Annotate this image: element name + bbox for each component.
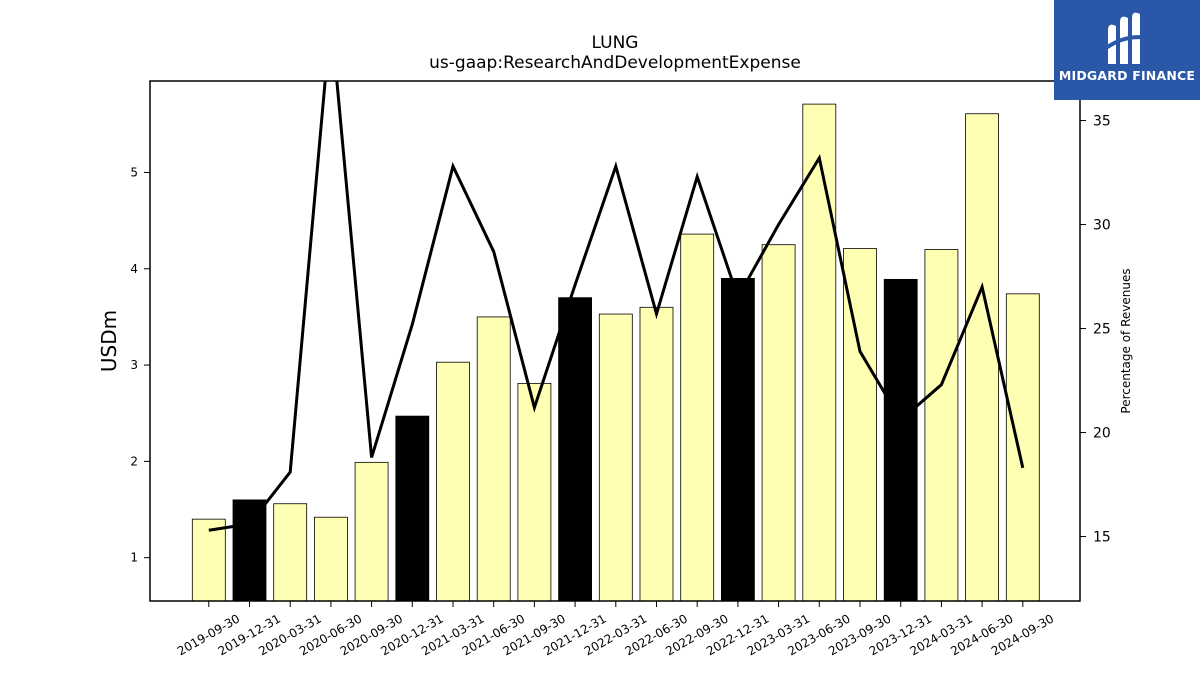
bar	[517, 382, 552, 602]
bar	[965, 113, 999, 602]
line-series	[208, 81, 1025, 532]
y2-tick-label: 15	[1093, 530, 1111, 546]
logo-mark-icon	[1104, 12, 1149, 65]
y2-tick-label: 35	[1093, 114, 1111, 130]
y-tick-label: 3	[130, 358, 138, 372]
bar	[354, 461, 389, 602]
y2-tick-label: 20	[1093, 426, 1111, 442]
y-axis-right: 15 20 25 30 35	[1080, 114, 1111, 546]
bar	[232, 499, 267, 602]
bar	[639, 306, 674, 602]
bar	[1005, 293, 1040, 602]
midgard-finance-logo: MIDGARD FINANCE	[1054, 0, 1200, 100]
bar	[843, 248, 877, 602]
bar	[721, 278, 755, 602]
y-tick-label: 1	[130, 551, 138, 565]
y-tick-label: 5	[130, 165, 138, 179]
bar	[436, 361, 470, 602]
bar-series	[191, 103, 1040, 602]
bar	[191, 518, 226, 602]
y2-tick-label: 30	[1093, 218, 1111, 234]
x-axis: 2019-09-302019-12-312020-03-312020-06-30…	[175, 601, 1056, 658]
y-tick-label: 4	[130, 262, 138, 276]
logo-text: MIDGARD FINANCE	[1058, 68, 1196, 83]
bar	[761, 244, 796, 602]
chart-subtitle: us-gaap:ResearchAndDevelopmentExpense	[429, 53, 801, 73]
y2-tick-label: 25	[1093, 322, 1111, 338]
bar	[598, 313, 633, 602]
bar	[395, 415, 430, 602]
y-tick-label: 2	[130, 454, 138, 468]
plot-frame	[149, 80, 1081, 602]
chart-title: LUNG	[592, 33, 639, 53]
percentage-line	[208, 81, 1025, 532]
y2-axis-label: Percentage of Revenues	[1119, 268, 1133, 413]
bar	[802, 103, 837, 602]
bar	[558, 297, 592, 602]
y-axis-label: USDm	[97, 310, 121, 372]
bar	[476, 316, 511, 602]
bar	[313, 516, 348, 602]
y-axis-left: 1 2 3 4 5	[130, 165, 150, 565]
bar	[883, 278, 918, 602]
bar	[273, 503, 308, 602]
bar	[924, 249, 959, 602]
bar	[680, 233, 715, 602]
